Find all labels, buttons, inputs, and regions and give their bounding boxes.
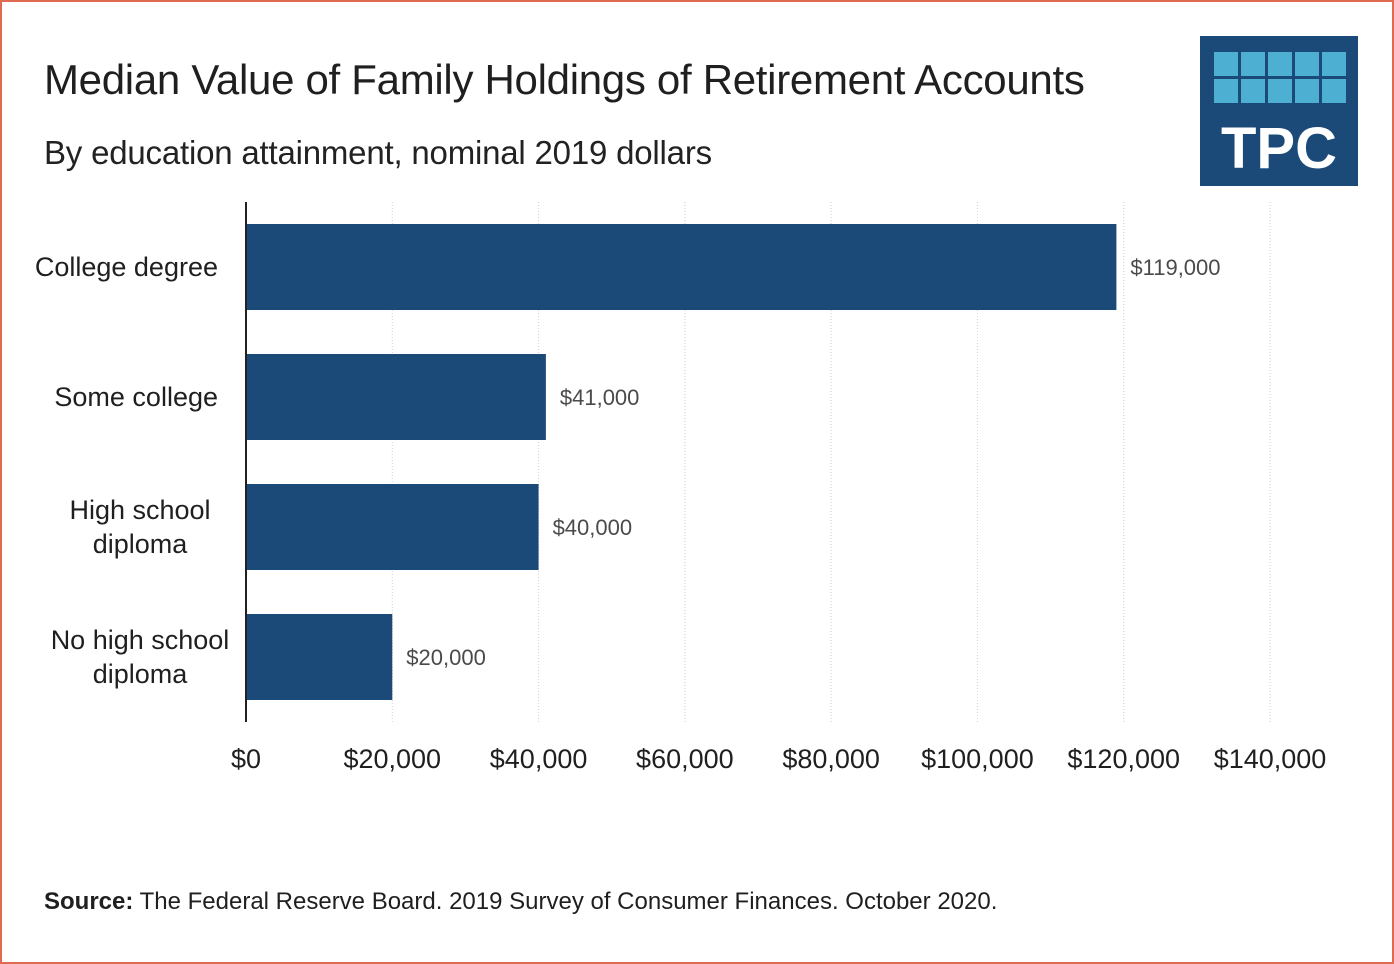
logo-square [1268, 79, 1292, 103]
logo-squares [1214, 52, 1346, 103]
category-label-line: No high school [51, 625, 230, 655]
bars [246, 224, 1117, 700]
x-tick-label: $100,000 [921, 744, 1034, 774]
logo-square [1214, 52, 1238, 76]
category-label: College degree [35, 252, 218, 282]
category-label-line: College degree [35, 252, 218, 282]
category-labels: College degree Some college High school dip… [35, 252, 229, 689]
source-text: The Federal Reserve Board. 2019 Survey o… [133, 888, 998, 915]
logo-square [1241, 79, 1265, 103]
bar [246, 354, 546, 440]
x-tick-label: $120,000 [1067, 744, 1180, 774]
source-label: Source: [44, 888, 134, 915]
category-label: Some college [54, 382, 218, 412]
category-label-line: diploma [93, 529, 189, 559]
category-label-line: diploma [93, 659, 189, 689]
chart-title: Median Value of Family Holdings of Retir… [44, 56, 1085, 103]
bar [246, 224, 1117, 310]
logo-square [1241, 52, 1265, 76]
source-note: Source: The Federal Reserve Board. 2019 … [44, 888, 997, 916]
category-label-line: Some college [54, 382, 218, 412]
logo-square [1295, 52, 1319, 76]
value-labels: $119,000 $41,000 $40,000 $20,000 [406, 255, 1220, 670]
logo-square [1268, 52, 1292, 76]
chart-subtitle: By education attainment, nominal 2019 do… [44, 134, 712, 171]
bar-value-label: $41,000 [560, 385, 640, 410]
category-label-line: High school [69, 495, 210, 525]
x-tick-labels: $0 $20,000 $40,000 $60,000 $80,000 $100,000 $1… [231, 744, 1326, 774]
tpc-logo: TPC [1200, 36, 1358, 186]
x-tick-label: $60,000 [636, 744, 734, 774]
bar-value-label: $119,000 [1130, 255, 1220, 280]
x-tick-label: $140,000 [1214, 744, 1327, 774]
x-tick-label: $40,000 [490, 744, 588, 774]
logo-square [1322, 52, 1346, 76]
logo-square [1322, 79, 1346, 103]
x-tick-label: $20,000 [343, 744, 441, 774]
logo-square [1295, 79, 1319, 103]
x-tick-label: $0 [231, 744, 261, 774]
bar-value-label: $20,000 [406, 645, 486, 670]
bar [246, 484, 539, 570]
x-tick-label: $80,000 [782, 744, 880, 774]
category-label: High school diploma [69, 495, 210, 559]
bar-value-label: $40,000 [553, 515, 633, 540]
bar [246, 614, 393, 700]
logo-square [1214, 79, 1238, 103]
category-label: No high school diploma [51, 625, 230, 689]
logo-text: TPC [1221, 116, 1337, 181]
